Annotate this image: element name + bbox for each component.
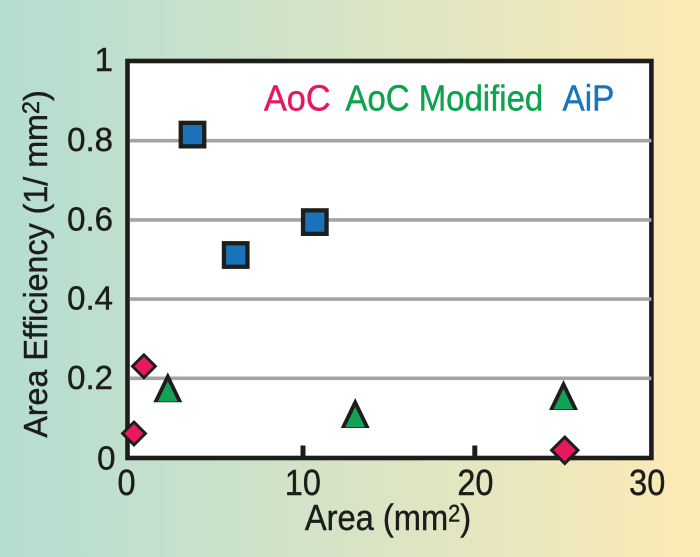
svg-text:10: 10 <box>285 463 321 503</box>
svg-text:0.8: 0.8 <box>67 121 113 158</box>
svg-text:AoC Modified: AoC Modified <box>346 79 544 119</box>
svg-text:Area Efficiency (1/ mm2): Area Efficiency (1/ mm2) <box>17 90 54 437</box>
svg-text:0.6: 0.6 <box>67 200 113 237</box>
svg-text:0.2: 0.2 <box>67 359 113 396</box>
svg-text:20: 20 <box>457 463 493 503</box>
svg-text:0: 0 <box>97 440 115 477</box>
svg-text:0: 0 <box>117 463 135 503</box>
svg-text:AiP: AiP <box>563 79 615 118</box>
svg-text:1: 1 <box>95 41 113 78</box>
svg-text:AoC: AoC <box>264 79 331 119</box>
svg-text:0.4: 0.4 <box>67 280 113 317</box>
svg-text:Area (mm2): Area (mm2) <box>305 499 471 539</box>
svg-text:30: 30 <box>629 463 665 503</box>
